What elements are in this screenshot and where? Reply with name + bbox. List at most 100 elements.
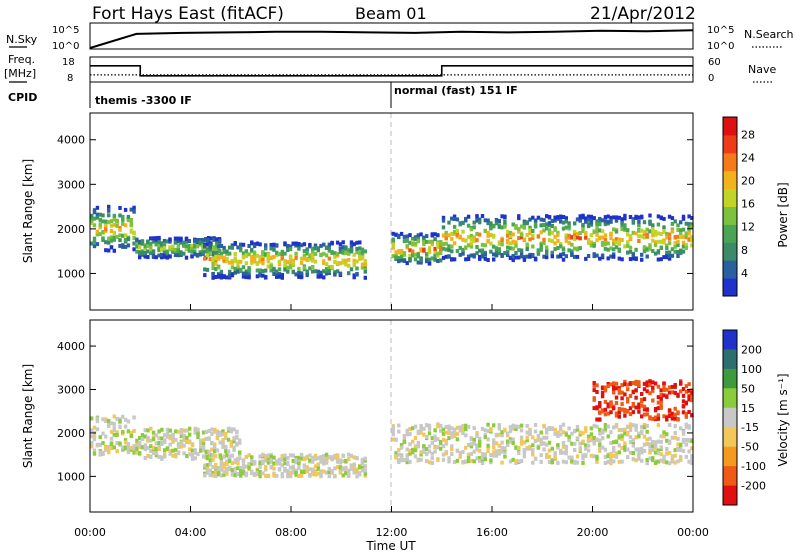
velocity-cell [637,447,641,452]
power-cell [112,213,116,218]
velocity-cell [208,468,212,473]
velocity-cell [667,408,672,413]
power-cell [214,261,218,266]
power-cell [411,249,415,254]
power-cell [402,252,407,257]
velocity-cell [344,465,348,470]
power-cell [344,246,348,251]
velocity-cell [250,458,254,463]
velocity-cell [419,423,423,428]
power-cell [598,256,602,261]
velocity-cell [575,460,580,465]
power-cell [201,243,205,248]
power-cell [617,239,621,244]
power-cell [132,247,136,252]
velocity-cell [542,435,546,440]
power-cell [506,229,510,234]
power-cell [154,239,158,244]
power-cell [168,254,172,259]
power-cell [586,214,591,219]
noise-right-tick-bottom: 10^0 [707,41,734,52]
velocity-cell [670,384,675,389]
velocity-cell [149,454,153,459]
velocity-cell [196,435,200,440]
velocity-cell [511,457,515,462]
power-cell [212,246,216,251]
velocity-cell [299,456,304,461]
velocity-cell [241,463,246,468]
velocity-cell [90,444,94,449]
velocity-cell [564,460,568,465]
velocity-colorbar-swatch [723,330,737,350]
velocity-cell [612,453,616,458]
power-cell [659,257,663,262]
velocity-cell [478,448,482,453]
velocity-cell [214,474,218,479]
power-cell [690,216,694,220]
velocity-cell [497,443,501,448]
power-cell [444,230,448,235]
power-cell [494,249,499,254]
velocity-cell [439,423,443,428]
power-cell [255,268,260,273]
power-cell [349,240,354,245]
velocity-cell [687,410,691,414]
velocity-cell [427,444,432,449]
power-cell [402,239,407,244]
velocity-cell [486,437,490,442]
velocity-cell [681,410,686,415]
velocity-cell [617,388,621,392]
velocity-cell [665,460,669,465]
power-cell [286,260,290,265]
velocity-cell [486,449,490,453]
velocity-cell [347,457,351,462]
power-cell [135,249,139,254]
velocity-cell [109,436,114,441]
velocity-cell [684,422,688,427]
velocity-cell [612,459,616,464]
velocity-cell [90,416,94,421]
velocity-xtick-label: 20:00 [577,526,609,539]
power-cell [592,216,596,221]
velocity-cell [640,446,644,451]
velocity-cell [138,451,142,456]
velocity-cell [626,382,630,387]
velocity-cell [570,455,574,460]
velocity-cell [645,458,649,462]
velocity-cell [623,427,627,432]
velocity-cell [193,448,197,453]
velocity-cell [634,447,638,452]
velocity-cell [564,444,568,449]
velocity-cell [430,440,434,445]
power-cell [589,214,594,219]
velocity-cell [218,440,222,445]
velocity-cell [561,444,566,449]
velocity-cell [511,423,515,428]
power-cell [564,233,568,238]
velocity-cell [651,380,655,385]
velocity-cell [681,429,686,434]
power-cell [684,242,688,247]
power-cell [578,218,582,223]
power-cell [656,250,661,255]
power-cell [138,255,142,260]
velocity-cell [427,426,432,431]
velocity-cell [157,447,161,451]
velocity-cell [500,433,504,438]
power-cell [503,219,507,224]
power-cell [146,244,150,249]
power-cell [222,257,226,262]
velocity-cell [483,454,487,459]
power-cell [244,269,248,274]
velocity-cell [486,428,490,433]
velocity-cell [536,437,541,441]
power-cell [208,251,212,256]
power-cell [179,251,183,256]
power-cell [154,255,158,260]
power-cell [157,248,161,253]
power-cell [573,221,577,226]
velocity-cell [631,438,635,443]
velocity-cell [154,441,159,446]
power-cell [556,233,560,238]
power-cell [272,272,276,276]
